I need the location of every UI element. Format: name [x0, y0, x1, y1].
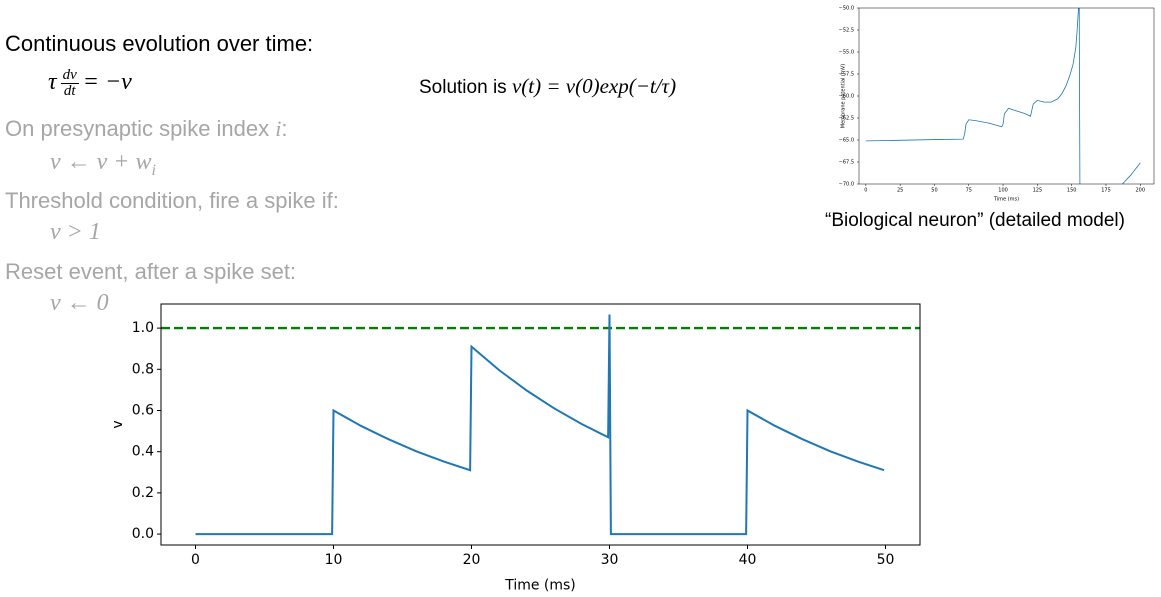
x-axis-label: Time (ms) [993, 197, 1019, 203]
y-tick-label: 1.0 [132, 320, 154, 336]
rule-text: Reset event, after a spike set: [5, 259, 297, 284]
solution-formula: v(t) = v(0)exp(−t/τ) [511, 74, 677, 98]
x-tick-label: 125 [1033, 188, 1043, 194]
eq-lhs: τ [48, 69, 57, 96]
y-axis-label: v [110, 420, 126, 428]
plot-frame [858, 7, 1155, 185]
x-tick-label: 100 [998, 188, 1008, 194]
x-tick-label: 75 [966, 188, 972, 194]
x-tick-label: 30 [601, 552, 619, 568]
x-tick-label: 40 [739, 552, 757, 568]
y-tick-label: −67.5 [839, 160, 854, 166]
rule-end: : [281, 116, 288, 141]
y-tick-label: 0.0 [132, 526, 154, 542]
y-tick-label: 0.8 [132, 361, 154, 377]
chart: 0 25 50 75 100 125 150 175 200 −70.0 −67.5 −65.0 −62… [839, 6, 1155, 203]
x-tick-label: 50 [931, 188, 937, 194]
x-tick-label: 25 [897, 188, 903, 194]
y-tick-label: −70.0 [839, 182, 854, 188]
subscript: i [151, 161, 156, 179]
y-tick-label: −62.5 [839, 116, 854, 122]
eq-rhs: = −v [82, 69, 132, 96]
plot-frame [160, 303, 921, 546]
x-tick-label: 20 [463, 552, 481, 568]
chart: 0 10 20 30 40 50 0.0 0.2 0.4 0.6 0.8 1.0 Time (ms) v [110, 303, 921, 593]
x-tick-label: 10 [325, 552, 343, 568]
fraction: dv dt [60, 67, 79, 99]
x-tick-label: 0 [864, 188, 867, 194]
y-tick-label: 0.4 [132, 444, 154, 460]
y-axis-label: Membrane potential (mV) [841, 64, 847, 128]
y-tick-label: −50.0 [839, 6, 854, 12]
y-tick-label: −52.5 [839, 28, 854, 34]
x-tick-label: 175 [1101, 188, 1111, 194]
x-axis-label: Time (ms) [504, 577, 576, 593]
rule-label: On presynaptic spike index [5, 116, 270, 141]
series-line [195, 314, 885, 536]
eq-numerator: dv [60, 67, 79, 84]
y-tick-label: −60.0 [839, 94, 854, 100]
equation: τ dv dt = −v [48, 68, 132, 99]
formula: v ← v + w [50, 149, 152, 175]
rule-formula: v ← 0 [50, 290, 109, 316]
x-tick-label: 0 [191, 552, 200, 568]
rule-symbol: i [275, 116, 282, 141]
y-tick-label: 0.2 [132, 485, 154, 501]
y-tick-label: −57.5 [839, 72, 854, 78]
rule-formula: v > 1 [50, 219, 101, 245]
solution: Solution is v(t) = v(0)exp(−t/τ) [419, 74, 677, 98]
y-tick-label: −55.0 [839, 50, 854, 56]
y-tick-label: 0.6 [132, 402, 154, 418]
heading: Continuous evolution over time: [5, 31, 314, 56]
x-tick-label: 50 [877, 552, 895, 568]
rule-formula: v ← v + wi [50, 150, 156, 179]
y-tick-label: −65.0 [839, 138, 854, 144]
solution-text: Solution is [419, 77, 507, 98]
rule-text: Threshold condition, fire a spike if: [5, 188, 339, 213]
rule-text: On presynaptic spike index i: [5, 118, 288, 140]
x-tick-label: 200 [1136, 188, 1146, 194]
x-tick-label: 150 [1067, 188, 1077, 194]
series-line [865, 8, 1141, 184]
caption: “Biological neuron” (detailed model) [825, 210, 1125, 231]
eq-denominator: dt [63, 83, 76, 99]
